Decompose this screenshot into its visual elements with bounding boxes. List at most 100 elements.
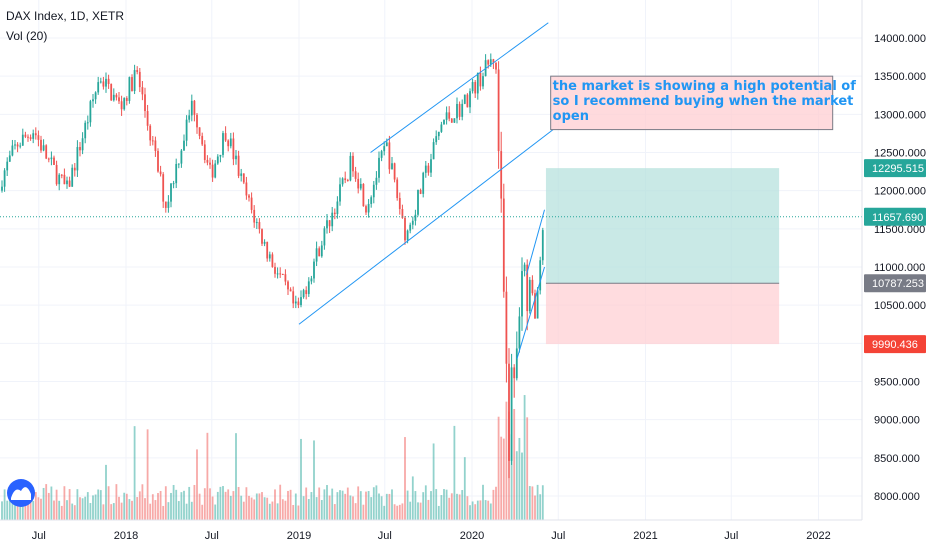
- candle: [352, 152, 354, 177]
- volume-bar: [177, 501, 180, 520]
- candle: [144, 87, 146, 118]
- symbol-legend: DAX Index, 1D, XETR: [6, 9, 125, 23]
- candle: [102, 76, 105, 90]
- candle: [294, 295, 297, 309]
- annotation-line-2: so I recommend buying when the market: [553, 94, 854, 109]
- candle: [245, 176, 248, 200]
- tradingview-logo[interactable]: [7, 479, 35, 507]
- candle: [541, 227, 544, 265]
- candle: [224, 126, 227, 142]
- candle: [248, 194, 250, 202]
- candle: [55, 160, 58, 186]
- volume-bar: [229, 495, 232, 520]
- volume-bar: [120, 502, 123, 520]
- candle: [336, 196, 339, 219]
- candle: [370, 195, 373, 208]
- candle: [385, 138, 388, 147]
- volume-bar: [89, 503, 92, 520]
- volume-bar: [443, 489, 445, 520]
- volume-bar: [118, 496, 120, 520]
- volume-bar: [326, 485, 328, 520]
- volume-bar: [112, 503, 115, 520]
- volume-bar: [534, 495, 536, 520]
- volume-bar: [167, 502, 170, 520]
- price-tag-stop[interactable]: 9990.436: [864, 335, 926, 354]
- candle: [170, 183, 172, 208]
- candle: [339, 177, 341, 206]
- volume-bar: [396, 505, 399, 520]
- volume-bar: [359, 491, 362, 520]
- candle: [443, 119, 445, 125]
- volume-bar: [258, 493, 261, 520]
- volume-bar: [180, 492, 183, 520]
- volume-bar: [489, 503, 492, 520]
- candle: [68, 176, 71, 188]
- volume-bar: [521, 452, 523, 520]
- volume-bar: [406, 490, 409, 520]
- candle: [92, 93, 94, 108]
- candle: [261, 228, 263, 247]
- candle: [29, 134, 32, 141]
- volume-bar: [445, 489, 448, 520]
- price-tag-label: 9990.436: [872, 339, 918, 351]
- candle: [242, 173, 245, 185]
- price-tick-label: 9500.000: [874, 377, 920, 389]
- volume-bar: [427, 499, 430, 520]
- volume-bar: [73, 505, 76, 520]
- price-tag-entry[interactable]: 10787.253: [864, 274, 926, 293]
- candle: [45, 144, 48, 160]
- volume-bar: [29, 497, 32, 520]
- price-tick-label: 14000.000: [874, 33, 926, 45]
- channel-line-rebound-upper[interactable]: [526, 209, 545, 275]
- candle: [229, 132, 232, 149]
- price-tag-current[interactable]: 11657.690: [864, 207, 926, 226]
- volume-bar: [219, 486, 222, 520]
- volume-bar: [484, 500, 487, 520]
- candles: [1, 53, 544, 479]
- candle: [307, 277, 310, 297]
- volume-bar: [154, 500, 157, 520]
- candle: [448, 106, 451, 122]
- volume-bar: [222, 486, 224, 520]
- candle: [427, 162, 430, 176]
- candle: [424, 160, 427, 178]
- candle: [474, 80, 477, 98]
- profit-zone[interactable]: [545, 168, 780, 284]
- volume-bar: [276, 503, 279, 520]
- volume-bar: [315, 497, 318, 520]
- volume-bar: [307, 499, 310, 520]
- channel-line-lower[interactable]: [298, 129, 554, 325]
- volume-bar: [50, 486, 53, 520]
- candle: [450, 117, 453, 123]
- candle: [430, 153, 432, 178]
- candle: [500, 131, 503, 213]
- volume-bar: [523, 395, 526, 520]
- channel-line-rebound-lower[interactable]: [516, 266, 545, 359]
- candle: [349, 152, 352, 182]
- volume-bar: [47, 492, 50, 520]
- loss-zone[interactable]: [545, 283, 780, 345]
- volume-bar: [388, 493, 391, 520]
- candle: [185, 115, 188, 147]
- channel-line-upper[interactable]: [370, 22, 549, 153]
- volume-bar: [500, 436, 503, 520]
- volume-bar: [60, 505, 63, 520]
- candle: [383, 141, 386, 156]
- volume-bar: [352, 496, 354, 520]
- volume-bar: [68, 489, 71, 520]
- candle: [133, 64, 136, 95]
- volume-bar: [333, 504, 336, 520]
- time-tick-label: 2020: [460, 530, 484, 542]
- candle: [505, 276, 508, 383]
- candle: [131, 74, 133, 92]
- volume-bar: [370, 497, 373, 520]
- volume-bar: [362, 504, 365, 520]
- candle: [250, 192, 253, 214]
- candle: [99, 77, 102, 84]
- candle: [40, 135, 42, 153]
- volume-bar: [375, 485, 378, 520]
- volume-bar: [162, 505, 165, 520]
- candle: [297, 297, 300, 309]
- price-tag-target[interactable]: 12295.515: [864, 159, 926, 178]
